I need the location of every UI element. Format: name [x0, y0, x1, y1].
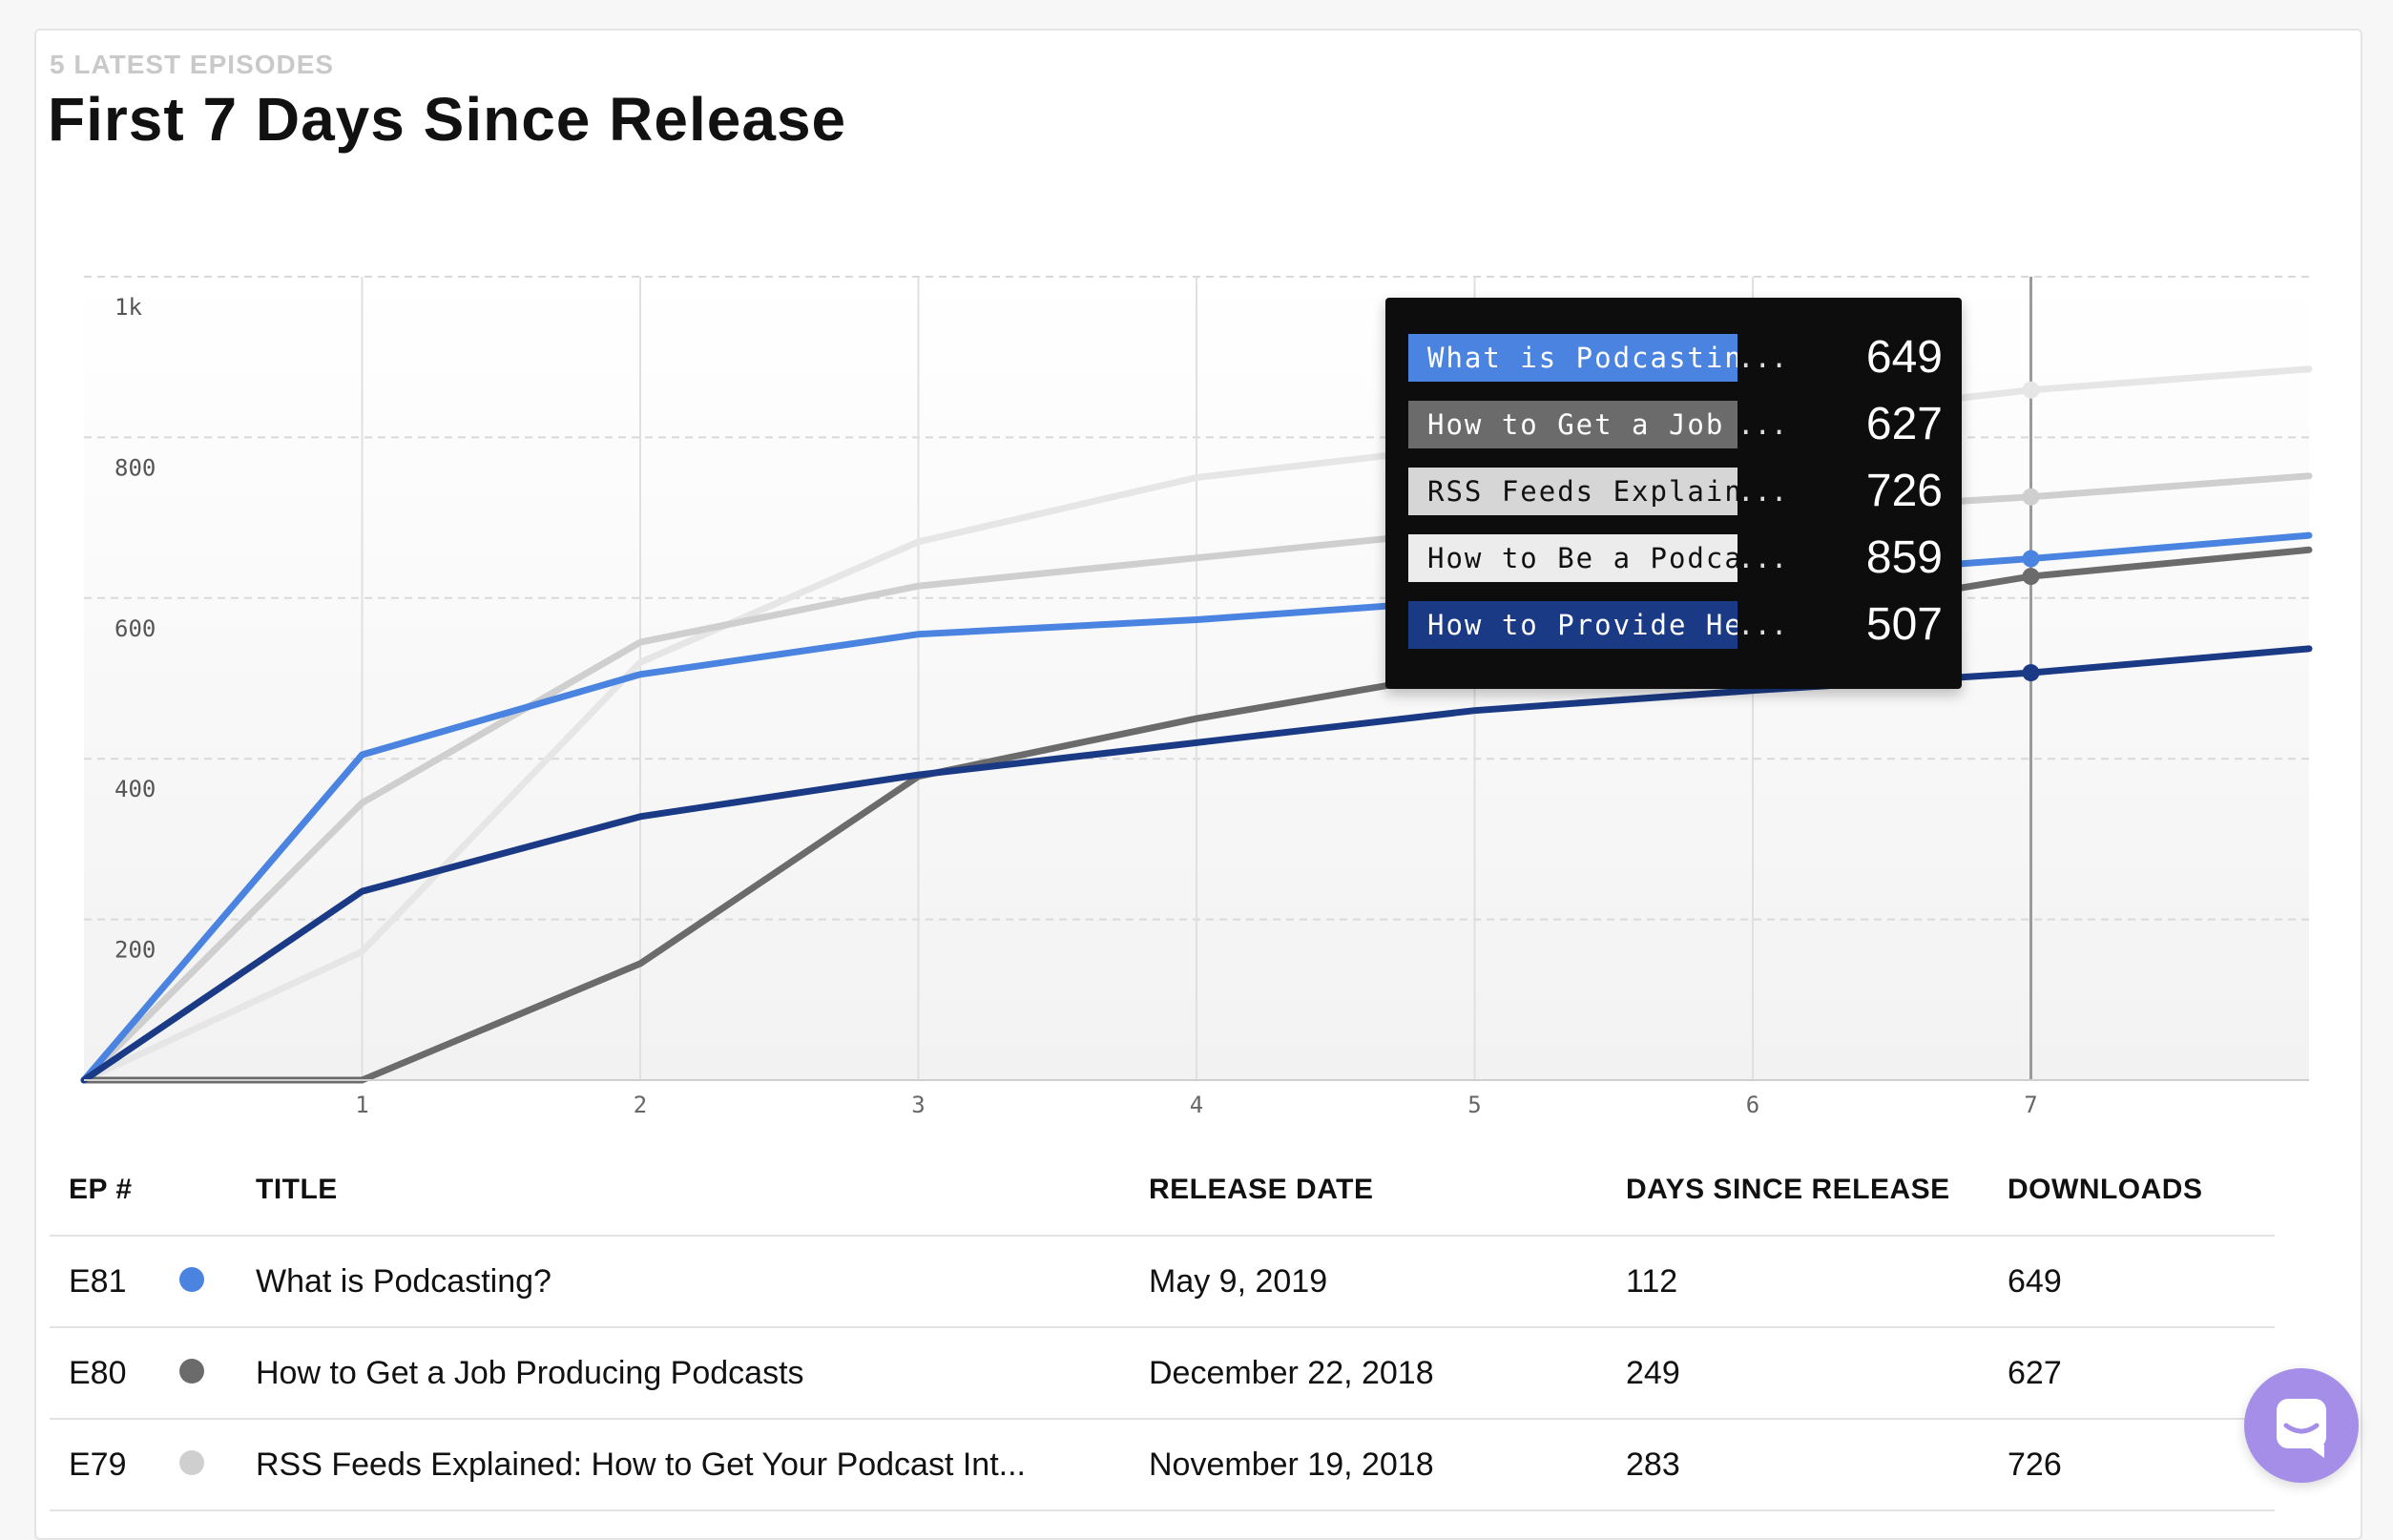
- header-downloads[interactable]: DOWNLOADS: [2008, 1145, 2275, 1237]
- chart-title: First 7 Days Since Release: [48, 85, 847, 154]
- table-header-row: EP # TITLE RELEASE DATE DAYS SINCE RELEA…: [50, 1145, 2275, 1237]
- header-ep[interactable]: EP #: [50, 1145, 179, 1237]
- tooltip-value: 507: [1865, 599, 1943, 650]
- tooltip-ellipsis: ...: [1738, 408, 1788, 441]
- series-color: [179, 1236, 256, 1328]
- tooltip-series-label: How to Provide He: [1408, 601, 1738, 649]
- downloads-line-chart[interactable]: 200 400 600 800 1k 1 2 3 4 5 6 7: [0, 0, 2393, 1145]
- release-date: November 19, 2018: [1149, 1419, 1626, 1511]
- x-tick-label: 1: [355, 1092, 368, 1118]
- episode-title[interactable]: How to Get a Job Producing Podcasts: [256, 1327, 1149, 1420]
- tooltip-value: 859: [1865, 532, 1943, 583]
- tooltip-series-label: What is Podcastin: [1408, 334, 1738, 382]
- tooltip-ellipsis: ...: [1738, 542, 1788, 574]
- days-since-release: 283: [1626, 1419, 2008, 1511]
- hover-point: [2022, 568, 2040, 586]
- downloads-count: 726: [2008, 1419, 2275, 1511]
- episode-number: E79: [50, 1419, 179, 1511]
- tooltip-ellipsis: ...: [1738, 609, 1788, 641]
- y-tick-label: 200: [114, 937, 156, 964]
- header-title[interactable]: TITLE: [256, 1145, 1149, 1237]
- series-color-dot: [179, 1358, 204, 1384]
- tooltip-series-label: How to Be a Podca: [1408, 534, 1738, 582]
- downloads-count: 649: [2008, 1236, 2275, 1328]
- x-tick-label: 7: [2024, 1092, 2037, 1118]
- hover-point: [2022, 488, 2040, 506]
- header-color: [179, 1145, 256, 1237]
- hover-point: [2022, 550, 2040, 568]
- y-tick-label: 400: [114, 776, 156, 802]
- tooltip-value: 726: [1865, 466, 1943, 516]
- x-tick-label: 3: [911, 1092, 925, 1118]
- episode-title[interactable]: RSS Feeds Explained: How to Get Your Pod…: [256, 1419, 1149, 1511]
- downloads-count: 627: [2008, 1327, 2275, 1420]
- table-row[interactable]: E81 What is Podcasting? May 9, 2019 112 649: [50, 1236, 2275, 1328]
- tooltip-row: How to Provide He... 507: [1408, 601, 1943, 649]
- tooltip-row: How to Be a Podca... 859: [1408, 534, 1943, 582]
- episode-number: E81: [50, 1236, 179, 1328]
- chat-launcher-button[interactable]: [2244, 1368, 2359, 1483]
- table-row[interactable]: E79 RSS Feeds Explained: How to Get Your …: [50, 1419, 2275, 1511]
- y-tick-label: 600: [114, 615, 156, 642]
- table-row[interactable]: E80 How to Get a Job Producing Podcasts De…: [50, 1327, 2275, 1420]
- tooltip-ellipsis: ...: [1738, 475, 1788, 508]
- y-tick-label: 800: [114, 454, 156, 481]
- header-release-date[interactable]: RELEASE DATE: [1149, 1145, 1626, 1237]
- series-color-dot: [179, 1266, 204, 1292]
- x-tick-label: 2: [634, 1092, 647, 1118]
- release-date: May 9, 2019: [1149, 1236, 1626, 1328]
- tooltip-row: What is Podcastin... 649: [1408, 334, 1943, 382]
- tooltip-value: 627: [1865, 399, 1943, 449]
- series-color-dot: [179, 1449, 204, 1475]
- y-tick-label: 1k: [114, 294, 142, 321]
- episode-title[interactable]: What is Podcasting?: [256, 1236, 1149, 1328]
- x-tick-label: 6: [1746, 1092, 1759, 1118]
- hover-point: [2022, 381, 2040, 399]
- days-since-release: 112: [1626, 1236, 2008, 1328]
- chart-eyebrow: 5 LATEST EPISODES: [50, 50, 335, 79]
- episodes-table: EP # TITLE RELEASE DATE DAYS SINCE RELEA…: [50, 1145, 2275, 1511]
- tooltip-ellipsis: ...: [1738, 342, 1788, 374]
- tooltip-value: 649: [1865, 332, 1943, 383]
- hover-point: [2022, 664, 2040, 682]
- tooltip-series-label: RSS Feeds Explain: [1408, 468, 1738, 515]
- chat-bubble-icon: [2277, 1399, 2326, 1458]
- x-tick-label: 5: [1467, 1092, 1481, 1118]
- header-days-since-release[interactable]: DAYS SINCE RELEASE: [1626, 1145, 2008, 1237]
- days-since-release: 249: [1626, 1327, 2008, 1420]
- tooltip-row: How to Get a Job... 627: [1408, 401, 1943, 448]
- hover-tooltip: What is Podcastin... 649 How to Get a Job.…: [1385, 298, 1962, 689]
- release-date: December 22, 2018: [1149, 1327, 1626, 1420]
- series-color: [179, 1419, 256, 1511]
- episode-number: E80: [50, 1327, 179, 1420]
- tooltip-series-label: How to Get a Job: [1408, 401, 1738, 448]
- x-tick-label: 4: [1190, 1092, 1203, 1118]
- tooltip-row: RSS Feeds Explain... 726: [1408, 468, 1943, 515]
- series-color: [179, 1327, 256, 1420]
